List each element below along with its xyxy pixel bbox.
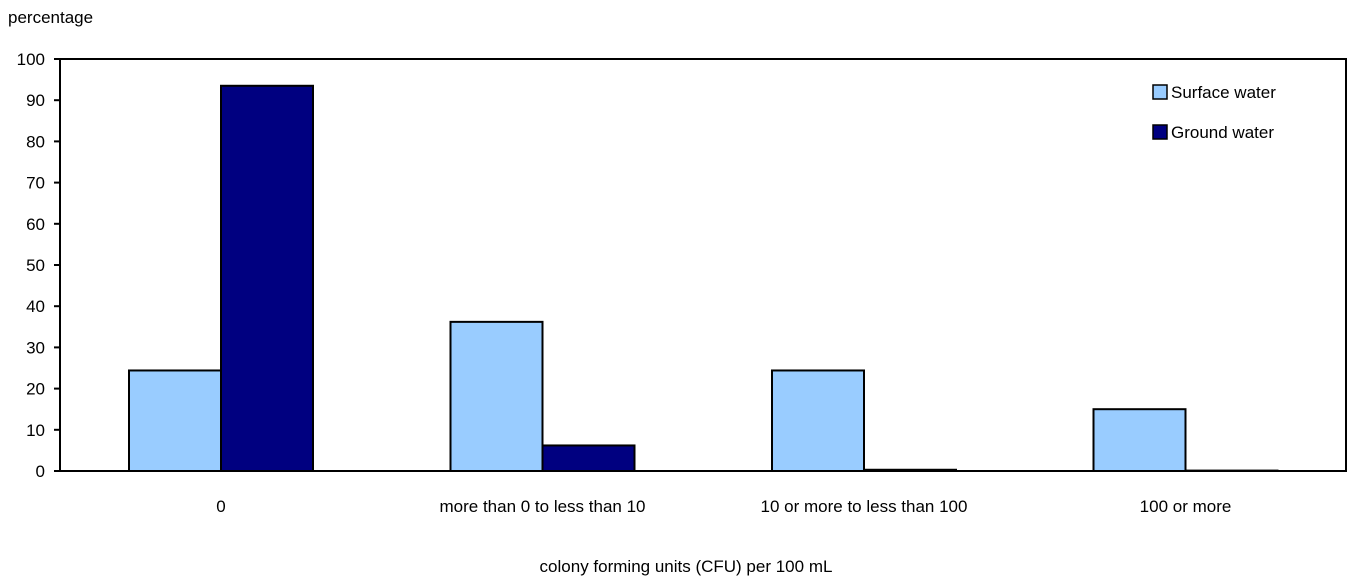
plot-area: 0 10 20 30 40 50 60 70 80 90 100 0 more than 0 to le… (17, 50, 1347, 516)
y-tick-label: 60 (26, 215, 45, 234)
x-axis-title: colony forming units (CFU) per 100 mL (540, 557, 833, 576)
y-tick-label: 70 (26, 174, 45, 193)
y-tick-label: 0 (36, 462, 45, 481)
y-tick-label: 40 (26, 297, 45, 316)
legend-label: Surface water (1171, 83, 1276, 102)
bar-surface-water (449, 320, 544, 472)
y-tick-label: 90 (26, 91, 45, 110)
bar-surface-water (128, 369, 222, 472)
y-tick-label: 10 (26, 421, 45, 440)
y-tick-label: 20 (26, 380, 45, 399)
x-tick-label: 100 or more (1140, 497, 1232, 516)
y-tick-label: 80 (26, 132, 45, 151)
legend-swatch (1152, 124, 1168, 140)
y-tick-label: 30 (26, 338, 45, 357)
y-tick-label: 50 (26, 256, 45, 275)
legend-swatch (1152, 84, 1168, 100)
legend-label: Ground water (1171, 123, 1274, 142)
bar-surface-water (771, 369, 865, 472)
x-tick-label: more than 0 to less than 10 (439, 497, 645, 516)
bar-ground-water (541, 444, 636, 472)
bar-surface-water (1092, 408, 1187, 473)
x-tick-label: 10 or more to less than 100 (761, 497, 968, 516)
y-tick-label: 100 (17, 50, 45, 69)
x-tick-label: 0 (216, 497, 225, 516)
bar-ground-water (220, 84, 314, 472)
y-axis-title: percentage (8, 8, 93, 27)
